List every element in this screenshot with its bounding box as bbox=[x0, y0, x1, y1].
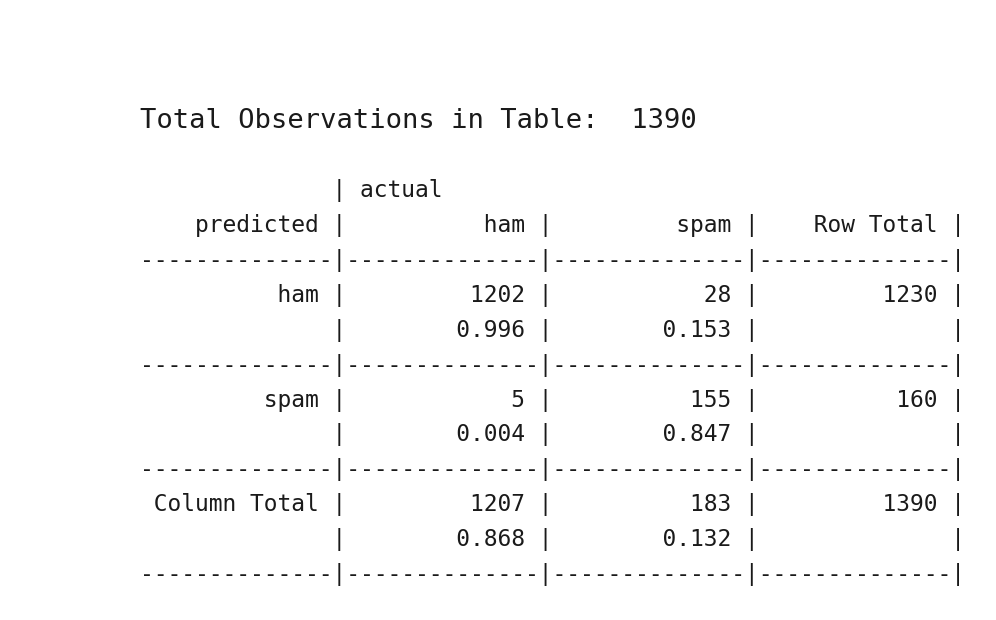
Text: Total Observations in Table:  1390: Total Observations in Table: 1390 bbox=[139, 108, 696, 134]
Text: Column Total |         1207 |          183 |         1390 |: Column Total | 1207 | 183 | 1390 | bbox=[139, 493, 965, 516]
Text: ham |         1202 |           28 |         1230 |: ham | 1202 | 28 | 1230 | bbox=[139, 284, 965, 307]
Text: |        0.996 |        0.153 |              |: | 0.996 | 0.153 | | bbox=[139, 319, 965, 342]
Text: |        0.868 |        0.132 |              |: | 0.868 | 0.132 | | bbox=[139, 528, 965, 551]
Text: | actual: | actual bbox=[139, 179, 442, 202]
Text: --------------|--------------|--------------|--------------|: --------------|--------------|----------… bbox=[139, 563, 965, 586]
Text: --------------|--------------|--------------|--------------|: --------------|--------------|----------… bbox=[139, 249, 965, 272]
Text: |        0.004 |        0.847 |              |: | 0.004 | 0.847 | | bbox=[139, 423, 965, 446]
Text: spam |            5 |          155 |          160 |: spam | 5 | 155 | 160 | bbox=[139, 389, 965, 412]
Text: --------------|--------------|--------------|--------------|: --------------|--------------|----------… bbox=[139, 353, 965, 377]
Text: --------------|--------------|--------------|--------------|: --------------|--------------|----------… bbox=[139, 458, 965, 481]
Text: predicted |          ham |         spam |    Row Total |: predicted | ham | spam | Row Total | bbox=[139, 215, 965, 237]
